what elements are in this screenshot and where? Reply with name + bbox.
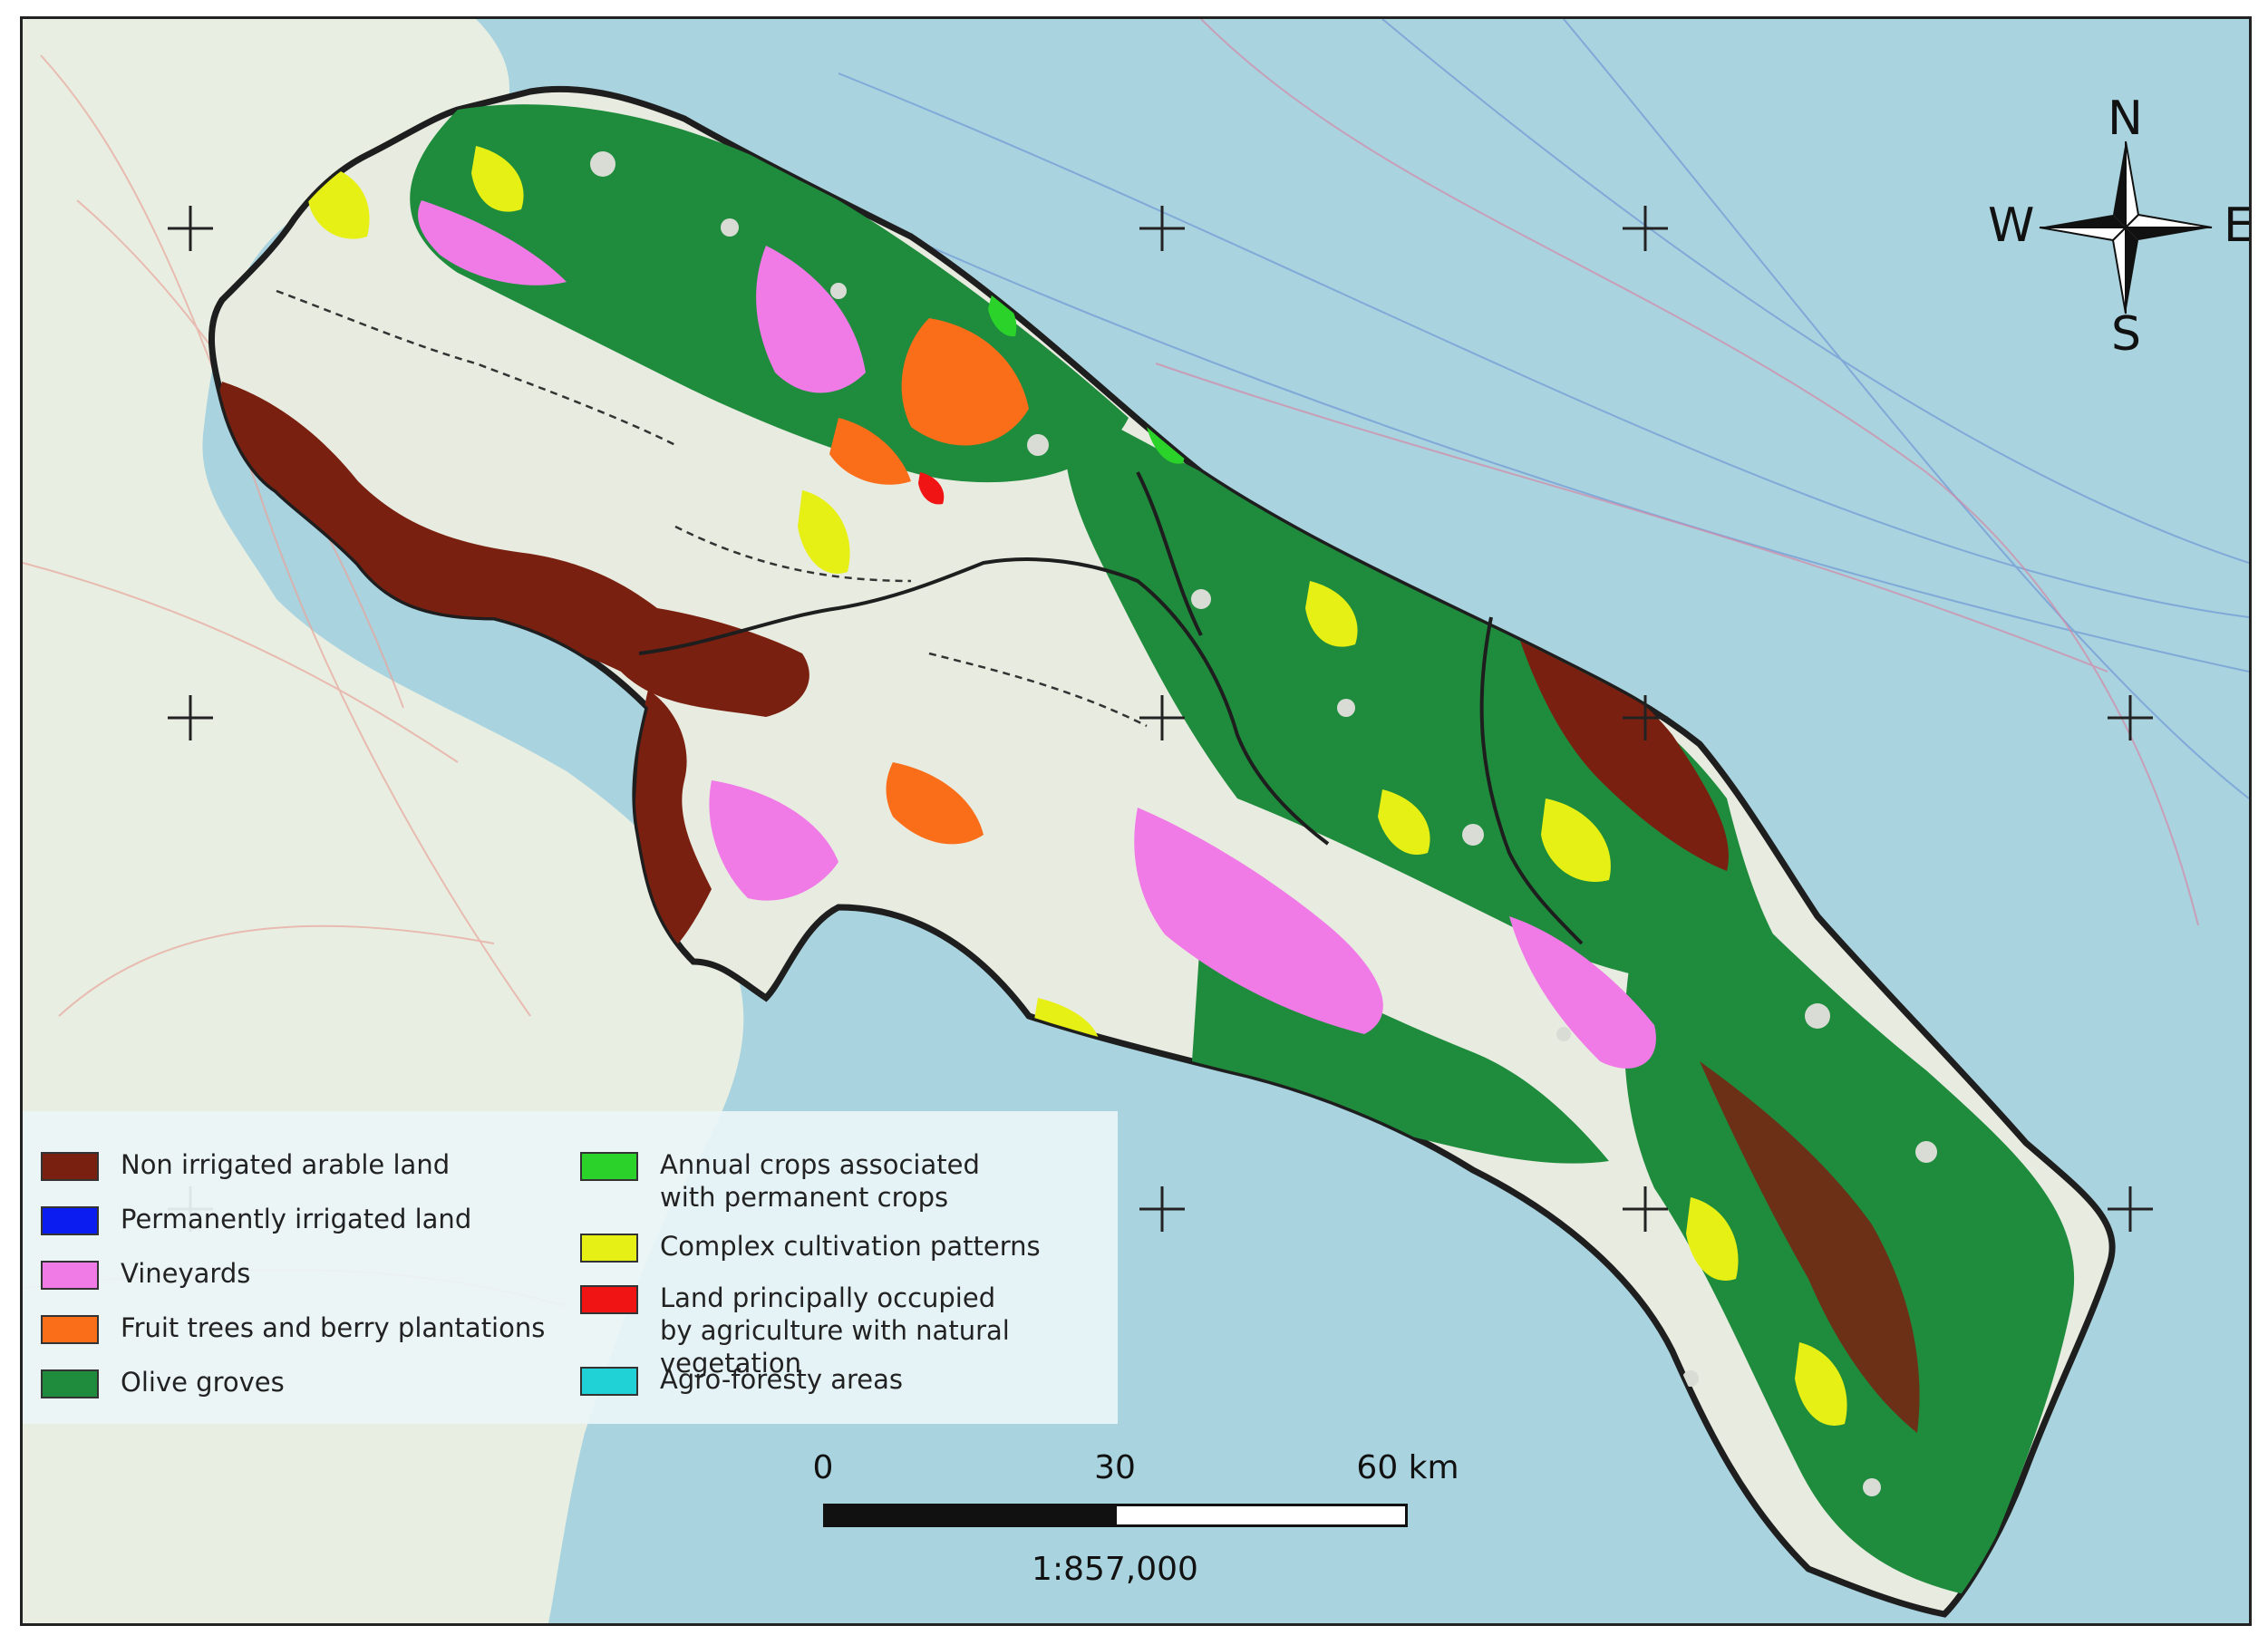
shipping-lanes bbox=[729, 19, 2249, 799]
scale-segment-dark bbox=[823, 1504, 1117, 1527]
legend-label: Vineyards bbox=[121, 1258, 251, 1289]
legend-swatch bbox=[580, 1285, 638, 1314]
legend-item: Fruit trees and berry plantations bbox=[41, 1312, 545, 1344]
legend-label: Non irrigated arable land bbox=[121, 1149, 451, 1180]
legend-swatch bbox=[41, 1315, 99, 1344]
legend-swatch bbox=[580, 1367, 638, 1396]
legend-swatch bbox=[41, 1152, 99, 1181]
legend-item: Non irrigated arable land bbox=[41, 1149, 450, 1181]
legend-item: Vineyards bbox=[41, 1258, 250, 1290]
legend-swatch bbox=[580, 1234, 638, 1263]
compass-west-label: W bbox=[1988, 198, 2035, 253]
legend-label: Land principally occupied by agriculture… bbox=[660, 1282, 1010, 1379]
legend-item: Land principally occupied by agriculture… bbox=[580, 1282, 1118, 1379]
province-borders bbox=[638, 471, 1584, 945]
legend-label: Agro-foresty areas bbox=[660, 1364, 903, 1395]
legend-label: Annual crops associated with permanent c… bbox=[660, 1149, 980, 1213]
land-use-patches bbox=[218, 104, 2075, 1596]
scale-segment-light bbox=[1114, 1504, 1408, 1527]
compass-rose bbox=[2039, 140, 2213, 314]
legend-swatch bbox=[580, 1152, 638, 1181]
scale-tick-30: 30 bbox=[1094, 1449, 1136, 1486]
legend-item: Olive groves bbox=[41, 1367, 285, 1398]
legend-item: Complex cultivation patterns bbox=[580, 1231, 1041, 1263]
scale-tick-60: 60 km bbox=[1356, 1449, 1459, 1486]
compass-east-label: E bbox=[2224, 198, 2252, 253]
legend-label: Complex cultivation patterns bbox=[660, 1231, 1041, 1262]
map-legend: Non irrigated arable land Permanently ir… bbox=[23, 1111, 1118, 1424]
scale-tick-0: 0 bbox=[812, 1449, 834, 1486]
compass-south-label: S bbox=[2111, 307, 2142, 362]
legend-item: Annual crops associated with permanent c… bbox=[580, 1149, 980, 1214]
legend-label: Permanently irrigated land bbox=[121, 1204, 472, 1234]
scale-bar: 0 30 60 km 1:857,000 bbox=[813, 1449, 1459, 1594]
scale-ratio: 1:857,000 bbox=[1032, 1551, 1198, 1588]
compass-north-label: N bbox=[2108, 92, 2143, 146]
map-frame: N S E W Non irrigated arable land Perman… bbox=[20, 16, 2252, 1626]
legend-item: Agro-foresty areas bbox=[580, 1364, 903, 1396]
legend-label: Olive groves bbox=[121, 1367, 285, 1398]
legend-item: Permanently irrigated land bbox=[41, 1204, 472, 1235]
legend-swatch bbox=[41, 1369, 99, 1398]
legend-swatch bbox=[41, 1206, 99, 1235]
municipal-borders bbox=[276, 289, 1148, 728]
legend-label: Fruit trees and berry plantations bbox=[121, 1312, 546, 1343]
legend-swatch bbox=[41, 1261, 99, 1290]
